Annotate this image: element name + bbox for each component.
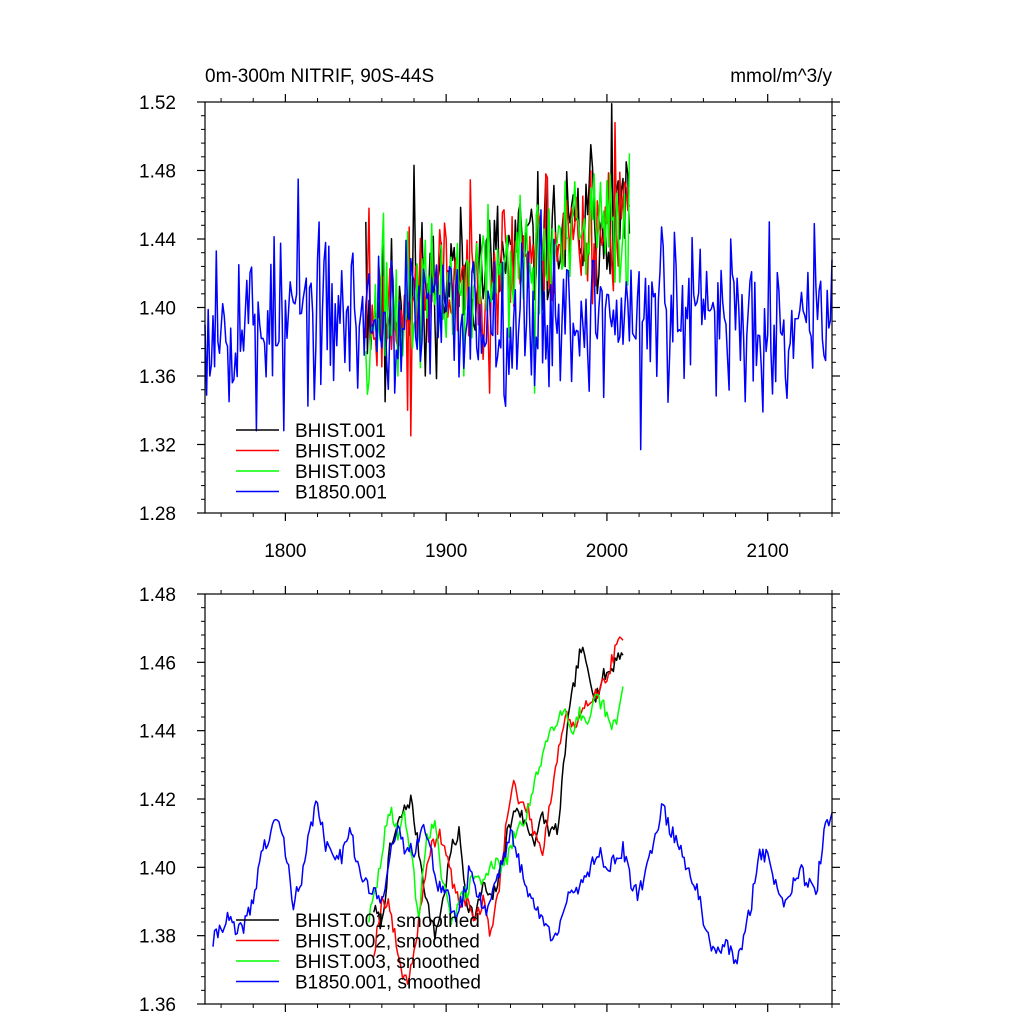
y-tick-label: 1.52: [139, 93, 176, 114]
y-tick-label: 1.32: [139, 436, 176, 457]
series-line-3: [204, 178, 833, 451]
series-line-0: [373, 646, 624, 940]
y-tick-label: 1.38: [139, 927, 176, 948]
axis-ticks: 1.28 1.32 1.36 1.40 1.44 1.48 1.52 1800 1900 2000…: [139, 93, 840, 562]
chart-panel-smoothed: 1.36 1.38 1.40 1.42 1.44 1.46 1.48 BHIST.001, …: [139, 585, 840, 1016]
series-line-2: [368, 686, 624, 926]
series-line-3: [212, 800, 833, 965]
y-tick-label: 1.36: [139, 995, 176, 1016]
series-layer: [212, 636, 833, 985]
series-layer: [204, 102, 833, 451]
axis-ticks: 1.36 1.38 1.40 1.42 1.44 1.46 1.48: [139, 585, 840, 1016]
y-tick-label: 1.44: [139, 230, 176, 251]
legend-label: BHIST.001: [295, 421, 386, 442]
legend-label: BHIST.001, smoothed: [295, 911, 480, 932]
y-tick-label: 1.40: [139, 858, 176, 879]
x-tick-label: 1900: [425, 541, 467, 562]
x-tick-label: 1800: [264, 541, 306, 562]
y-tick-label: 1.48: [139, 585, 176, 606]
chart-title: 0m-300m NITRIF, 90S-44S: [205, 66, 434, 87]
x-tick-label: 2100: [747, 541, 789, 562]
y-tick-label: 1.36: [139, 367, 176, 388]
legend-label: BHIST.003: [295, 462, 386, 483]
y-tick-label: 1.46: [139, 653, 176, 674]
y-tick-label: 1.44: [139, 722, 176, 743]
y-tick-label: 1.40: [139, 299, 176, 320]
legend-label: BHIST.002: [295, 442, 386, 463]
y-tick-label: 1.48: [139, 162, 176, 183]
y-tick-label: 1.42: [139, 790, 176, 811]
legend-label: B1850.001, smoothed: [295, 973, 481, 994]
legend-label: BHIST.003, smoothed: [295, 952, 480, 973]
chart-panel-annual: 0m-300m NITRIF, 90S-44S mmol/m^3/y 1.281…: [139, 66, 840, 562]
y-tick-label: 1.28: [139, 504, 176, 525]
x-tick-label: 2000: [586, 541, 628, 562]
legend-label: BHIST.002, smoothed: [295, 932, 480, 953]
series-line-1: [373, 636, 624, 985]
legend-label: B1850.001: [295, 483, 387, 504]
chart-units: mmol/m^3/y: [730, 66, 832, 87]
